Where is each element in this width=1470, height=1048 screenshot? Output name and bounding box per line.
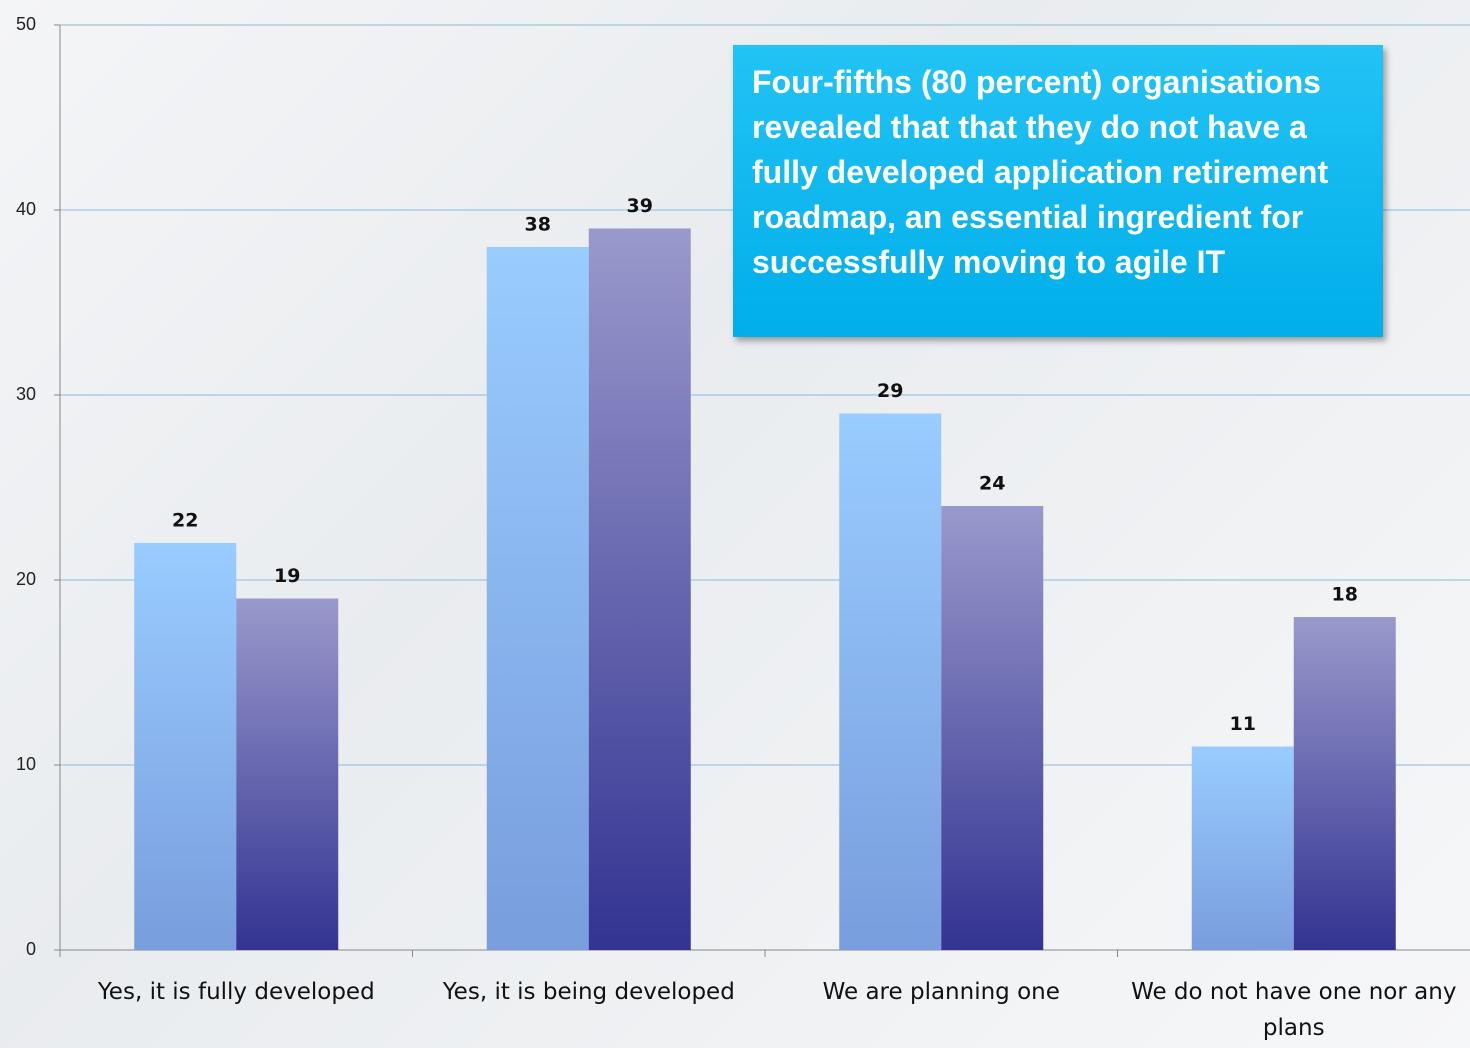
x-tick-label: Yes, it is being developed: [442, 979, 735, 1005]
x-tick-label: We are planning one: [822, 979, 1060, 1005]
bar: [839, 413, 942, 950]
bar: [1191, 746, 1294, 950]
value-label: 19: [274, 565, 300, 587]
x-tick-label: Yes, it is fully developed: [97, 979, 375, 1005]
value-label: 38: [525, 214, 551, 236]
bar: [1293, 617, 1396, 950]
value-label: 39: [627, 195, 653, 217]
bar: [486, 247, 589, 950]
y-tick-label: 0: [26, 939, 36, 959]
y-tick-label: 20: [16, 569, 36, 589]
bar: [134, 543, 237, 950]
value-label: 18: [1332, 584, 1358, 606]
bar: [588, 228, 691, 950]
y-tick-label: 40: [16, 199, 36, 219]
bar: [941, 506, 1044, 950]
value-label: 11: [1230, 713, 1256, 735]
y-tick-label: 50: [16, 14, 36, 34]
x-tick-label: We do not have one nor any plans: [1131, 979, 1457, 1041]
y-tick-label: 30: [16, 384, 36, 404]
y-tick-label: 10: [16, 754, 36, 774]
bar: [236, 598, 339, 950]
value-label: 22: [172, 510, 198, 532]
value-label: 29: [877, 380, 903, 402]
value-label: 24: [979, 473, 1005, 495]
annotation: Four-fifths (80 percent) organisations r…: [733, 45, 1383, 337]
